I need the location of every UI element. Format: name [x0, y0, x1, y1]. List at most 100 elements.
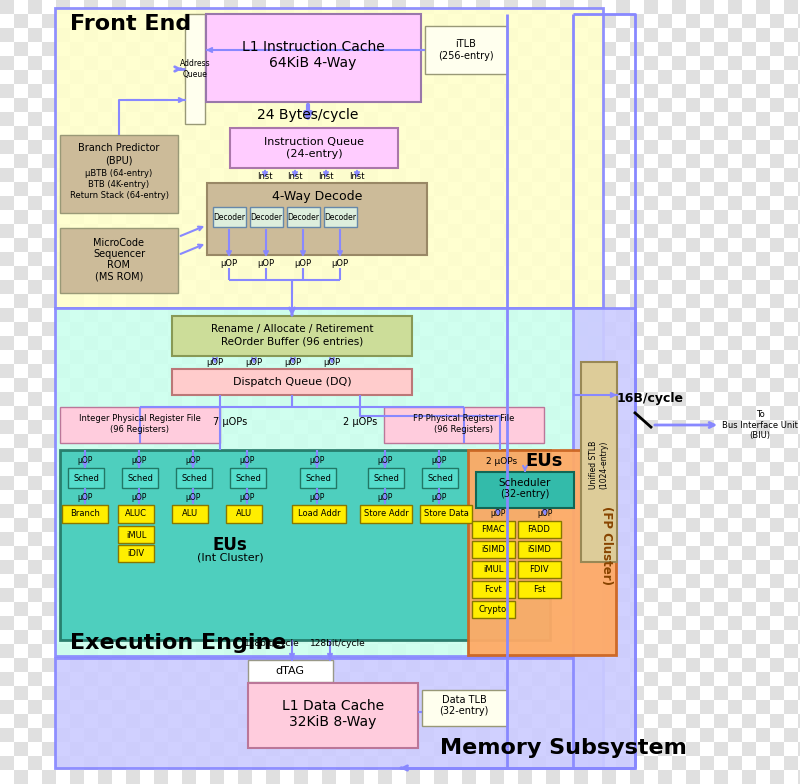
Bar: [546, 770, 560, 784]
Bar: [364, 252, 378, 266]
Bar: [70, 742, 84, 756]
Bar: [322, 434, 336, 448]
Bar: [98, 714, 112, 728]
Bar: [518, 462, 532, 476]
Bar: [798, 266, 800, 280]
Bar: [742, 686, 756, 700]
Bar: [644, 504, 658, 518]
Bar: [532, 224, 546, 238]
Bar: [324, 207, 357, 227]
Bar: [98, 602, 112, 616]
Bar: [644, 588, 658, 602]
Bar: [644, 168, 658, 182]
Text: FDIV: FDIV: [529, 564, 549, 574]
Bar: [182, 518, 196, 532]
Bar: [756, 364, 770, 378]
Bar: [154, 210, 168, 224]
Bar: [28, 112, 42, 126]
Text: dTAG: dTAG: [275, 666, 305, 676]
Bar: [98, 42, 112, 56]
Bar: [714, 630, 728, 644]
Bar: [574, 154, 588, 168]
Bar: [126, 434, 140, 448]
Bar: [336, 560, 350, 574]
Bar: [784, 616, 798, 630]
Bar: [70, 630, 84, 644]
Bar: [112, 112, 126, 126]
Bar: [770, 266, 784, 280]
Bar: [266, 546, 280, 560]
Bar: [0, 616, 14, 630]
Bar: [784, 84, 798, 98]
Text: FMAC: FMAC: [481, 524, 505, 533]
Bar: [280, 112, 294, 126]
Bar: [112, 392, 126, 406]
Text: Sched: Sched: [235, 474, 261, 482]
Bar: [448, 448, 462, 462]
Bar: [686, 98, 700, 112]
Bar: [84, 504, 98, 518]
Bar: [252, 252, 266, 266]
Bar: [742, 154, 756, 168]
Bar: [112, 644, 126, 658]
Bar: [462, 546, 476, 560]
Bar: [308, 756, 322, 770]
Bar: [210, 462, 224, 476]
Bar: [630, 42, 644, 56]
Bar: [532, 0, 546, 14]
Bar: [172, 369, 412, 395]
Bar: [98, 658, 112, 672]
Bar: [280, 140, 294, 154]
Bar: [420, 420, 434, 434]
Bar: [126, 490, 140, 504]
Bar: [378, 266, 392, 280]
Bar: [294, 294, 308, 308]
Bar: [434, 266, 448, 280]
Bar: [392, 476, 406, 490]
Text: μOP: μOP: [131, 456, 146, 464]
Bar: [784, 672, 798, 686]
Bar: [350, 378, 364, 392]
Bar: [196, 252, 210, 266]
Bar: [518, 14, 532, 28]
Bar: [518, 770, 532, 784]
Bar: [560, 616, 574, 630]
Bar: [658, 378, 672, 392]
Bar: [672, 644, 686, 658]
Bar: [406, 518, 420, 532]
Bar: [644, 196, 658, 210]
Bar: [700, 672, 714, 686]
Bar: [126, 406, 140, 420]
Bar: [0, 420, 14, 434]
Bar: [518, 238, 532, 252]
Bar: [392, 252, 406, 266]
Bar: [616, 308, 630, 322]
Bar: [742, 238, 756, 252]
Bar: [784, 196, 798, 210]
Bar: [700, 756, 714, 770]
Bar: [56, 0, 70, 14]
Bar: [476, 700, 490, 714]
Bar: [378, 434, 392, 448]
Bar: [336, 588, 350, 602]
Bar: [770, 350, 784, 364]
Bar: [196, 448, 210, 462]
Bar: [770, 322, 784, 336]
Bar: [434, 42, 448, 56]
Bar: [616, 588, 630, 602]
Bar: [588, 476, 602, 490]
Bar: [238, 378, 252, 392]
Bar: [630, 714, 644, 728]
Bar: [560, 280, 574, 294]
Bar: [434, 686, 448, 700]
Text: μOP: μOP: [431, 456, 446, 464]
Bar: [182, 154, 196, 168]
Bar: [294, 98, 308, 112]
Bar: [658, 658, 672, 672]
Bar: [322, 546, 336, 560]
Bar: [742, 14, 756, 28]
Bar: [98, 182, 112, 196]
Bar: [700, 112, 714, 126]
Bar: [224, 84, 238, 98]
Bar: [574, 490, 588, 504]
